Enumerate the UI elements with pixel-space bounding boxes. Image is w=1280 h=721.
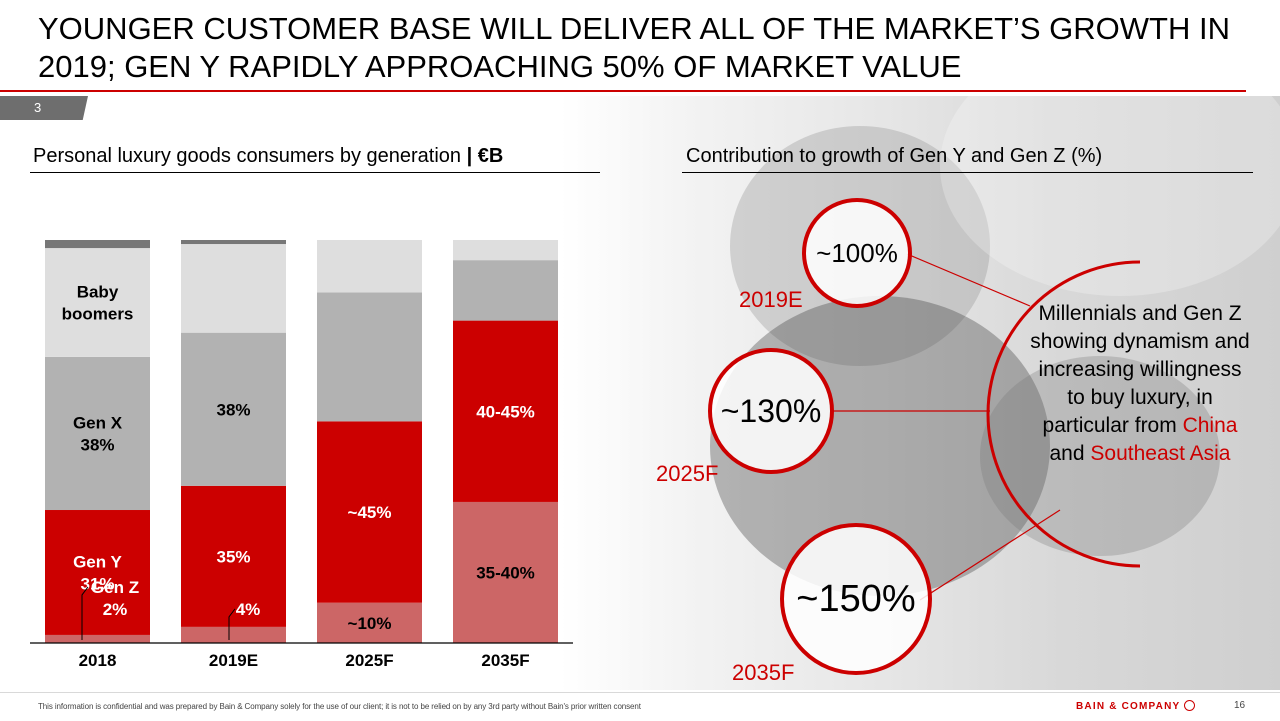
x-tick-label-2025f: 2025F — [345, 651, 393, 670]
growth-summary: Millennials and Gen Z showing dynamism a… — [1030, 300, 1250, 468]
bar-2018-gen-x — [45, 356, 150, 511]
bar-2025f-baby-boomers — [317, 240, 422, 293]
x-tick-label-2035f: 2035F — [481, 651, 529, 670]
bar-2018-silent-generation — [45, 240, 150, 249]
bar-2035f-gen-z — [453, 501, 558, 643]
bar-2019e-gen-x — [181, 332, 286, 486]
bar-2018-gen-z — [45, 634, 150, 643]
bar-2019e-gen-y — [181, 485, 286, 627]
growth-circle-2025f: ~130% — [708, 348, 834, 474]
growth-circle-2035f: ~150% — [780, 523, 932, 675]
footer-divider — [0, 692, 1280, 693]
data-label-2035f-gen-z: 35-40% — [476, 563, 535, 582]
section-tab-number: 3 — [34, 100, 42, 115]
data-label-2018-baby-boomers: Baby boomers — [62, 282, 134, 323]
section-tab: 3 — [0, 96, 88, 120]
summary-highlight-china: China — [1182, 414, 1238, 437]
connector-line-2019 — [906, 253, 1031, 307]
right-panel-title-text: Contribution to growth of Gen Y and Gen … — [686, 145, 1066, 167]
slide-title: YOUNGER CUSTOMER BASE WILL DELIVER ALL O… — [38, 11, 1230, 84]
bar-2019e-baby-boomers — [181, 244, 286, 333]
callout-line-2018-gen-z — [81, 586, 89, 640]
brand-logo-icon — [1184, 700, 1196, 711]
growth-year-2019e: 2019E — [739, 287, 803, 312]
left-panel-title-text: Personal luxury goods consumers by gener… — [33, 145, 462, 167]
growth-year-2025f: 2025F — [656, 461, 719, 486]
data-label-2019e-gen-z: 4% — [236, 600, 261, 619]
bar-2035f-gen-y — [453, 320, 558, 502]
title-divider — [0, 90, 1246, 92]
bar-2019e-gen-z — [181, 626, 286, 643]
right-panel-title: Contribution to growth of Gen Y and Gen … — [686, 145, 1102, 168]
data-label-2018-gen-y: Gen Y 31% — [73, 552, 122, 593]
bar-2025f-gen-z — [317, 602, 422, 643]
summary-arc — [986, 260, 1141, 568]
footer-disclaimer: This information is confidential and was… — [38, 702, 641, 711]
data-label-2018-gen-x: Gen X 38% — [73, 413, 123, 454]
page-number: 16 — [1234, 700, 1246, 711]
summary-highlight-southeast-asia: Southeast Asia — [1090, 442, 1231, 465]
bar-2018-gen-y — [45, 510, 150, 635]
generation-stacked-bar-chart: 2018 2019E 2025F 2035F Baby boomers Gen X 38% Ge… — [30, 240, 573, 670]
brand-name: BAIN & COMPANY — [1076, 701, 1181, 712]
right-panel-rule — [682, 172, 1253, 173]
summary-text: Millennials and Gen Z showing dynamism a… — [1030, 302, 1250, 437]
bar-2018-baby-boomers — [45, 248, 150, 357]
data-label-2025f-gen-z: ~10% — [348, 614, 392, 633]
growth-value-2025f: ~130% — [720, 392, 822, 429]
data-label-2018-gen-z: Gen Z 2% — [91, 578, 139, 619]
left-panel-title-unit: | €B — [466, 145, 504, 167]
connector-line-2035 — [919, 509, 1061, 601]
x-tick-label-2019e: 2019E — [209, 651, 258, 670]
bar-2035f-baby-boomers — [453, 240, 558, 261]
data-label-2019e-gen-x: 38% — [216, 400, 250, 419]
right-panel-title-unit: (%) — [1071, 145, 1103, 167]
bar-2025f-gen-x — [317, 292, 422, 422]
data-label-2025f-gen-y: ~45% — [348, 503, 392, 522]
bar-2025f-gen-y — [317, 421, 422, 603]
growth-value-2019e: ~100% — [816, 237, 898, 268]
summary-and: and — [1049, 442, 1085, 465]
bar-2035f-gen-x — [453, 260, 558, 321]
brand-logo: BAIN & COMPANY — [1076, 700, 1196, 712]
growth-circle-2019e: ~100% — [802, 198, 912, 308]
callout-line-2019e-gen-z — [228, 608, 236, 640]
left-panel-rule — [30, 172, 600, 173]
left-panel-title: Personal luxury goods consumers by gener… — [33, 145, 503, 168]
x-tick-label-2018: 2018 — [79, 651, 117, 670]
data-label-2035f-gen-y: 40-45% — [476, 402, 535, 421]
data-label-2019e-gen-y: 35% — [216, 547, 250, 566]
growth-value-2035f: ~150% — [796, 577, 916, 620]
bar-2019e-silent-generation — [181, 240, 286, 245]
growth-year-2035f: 2035F — [732, 660, 795, 685]
